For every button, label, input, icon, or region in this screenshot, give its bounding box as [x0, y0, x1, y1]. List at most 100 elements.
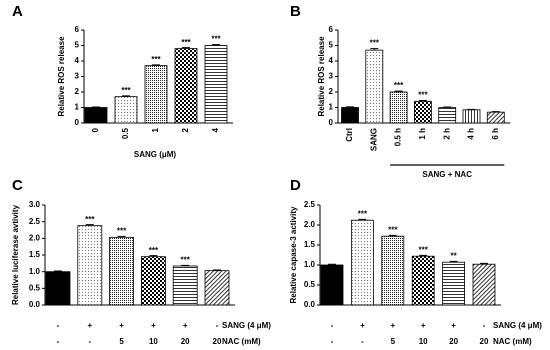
bar [204, 270, 230, 306]
error-bar [394, 90, 403, 92]
x-tick-label: 4 h [467, 128, 476, 140]
bar [411, 255, 435, 306]
panel-letter: C [12, 177, 23, 194]
x-tick-label: 0 [91, 127, 100, 132]
x-row-cell: - [57, 337, 60, 346]
x-row-cell: 20 [480, 337, 489, 346]
x-axis-label: SANG (μM) [134, 150, 177, 159]
x-tick-label: 1 h [418, 128, 427, 140]
significance-label: *** [121, 86, 131, 95]
bar [341, 107, 359, 124]
error-bar [122, 95, 130, 97]
y-axis-label: Relative ROS release [317, 36, 326, 117]
y-tick-label: 5 [75, 41, 80, 50]
x-row-cell: - [483, 321, 486, 330]
error-bar [449, 260, 458, 263]
x-row-cell: 5 [391, 337, 396, 346]
x-row-name: SANG (4 μM) [493, 321, 542, 330]
error-bar [419, 254, 428, 257]
x-row-name: NAC (mM) [222, 337, 261, 346]
x-row-cell: + [421, 321, 426, 330]
significance-label: *** [394, 81, 404, 90]
x-tick-label: 0.5 [121, 127, 130, 139]
bar [140, 256, 166, 306]
y-tick-label: 0.0 [304, 300, 316, 309]
y-tick-label: 2 [75, 87, 80, 96]
y-tick-label: 0.0 [29, 300, 41, 309]
bar [381, 235, 405, 306]
y-tick-label: 3 [329, 72, 334, 81]
y-tick-label: 0.5 [29, 283, 41, 292]
significance-label: *** [149, 246, 159, 255]
x-row-cell: 10 [149, 337, 158, 346]
bar [486, 111, 505, 124]
x-row-cell: - [331, 321, 334, 330]
y-tick-label: 3.0 [29, 200, 41, 209]
x-row-name: SANG (4 μM) [222, 321, 271, 330]
error-bar [85, 224, 94, 226]
group-label: SANG + NAC [422, 170, 472, 179]
error-bar [480, 262, 488, 265]
error-bar [152, 64, 160, 66]
significance-label: *** [358, 210, 368, 219]
panel-letter: A [12, 3, 23, 20]
x-row-cell: + [390, 321, 395, 330]
error-bar [212, 44, 220, 46]
significance-label: *** [388, 226, 398, 235]
significance-label: *** [419, 246, 429, 255]
x-row-cell: + [360, 321, 365, 330]
y-axis-label: Relative capase-3 activity [289, 206, 298, 303]
x-row-cell: - [57, 321, 60, 330]
bar [204, 45, 228, 124]
x-row-name: NAC (mM) [493, 337, 532, 346]
x-row-cell: 20 [181, 337, 190, 346]
y-tick-label: 4 [329, 56, 334, 65]
error-bar [54, 270, 62, 272]
bar [174, 48, 198, 124]
y-tick-label: 0.5 [304, 280, 316, 289]
x-tick-label: Ctrl [345, 128, 354, 142]
error-bar [370, 48, 379, 51]
bar [442, 261, 466, 306]
significance-label: *** [85, 215, 95, 224]
x-row-cell: + [87, 321, 92, 330]
x-tick-label: SANG [369, 128, 378, 151]
y-axis-label: Relative luciferase avtivity [11, 204, 20, 305]
y-tick-label: 0 [329, 118, 334, 127]
bar [45, 271, 71, 306]
x-tick-label: 4 [211, 127, 220, 132]
x-tick-label: 0.5 h [394, 128, 403, 146]
panel-letter: D [290, 177, 301, 194]
y-tick-label: 4 [75, 56, 80, 65]
x-tick-label: 2 h [442, 128, 451, 140]
bar [438, 107, 457, 124]
x-row-cell: - [361, 337, 364, 346]
x-row-cell: + [151, 321, 156, 330]
y-tick-label: 5 [329, 41, 334, 50]
panel-letter: B [290, 3, 301, 20]
bar [114, 96, 138, 124]
error-bar [358, 218, 367, 221]
y-tick-label: 1.5 [304, 240, 316, 249]
bar [84, 107, 108, 124]
y-tick-label: 0 [75, 118, 80, 127]
significance-label: *** [117, 226, 127, 235]
error-bar [213, 269, 221, 271]
y-tick-label: 2.5 [304, 200, 316, 209]
bar [144, 65, 168, 124]
x-row-cell: 20 [449, 337, 458, 346]
bar [413, 100, 432, 124]
x-row-cell: + [183, 321, 188, 330]
y-tick-label: 6 [75, 25, 80, 34]
error-bar [388, 234, 397, 237]
significance-label: *** [151, 55, 161, 64]
significance-label: *** [370, 39, 380, 48]
error-bar [418, 100, 427, 102]
significance-label: *** [181, 38, 191, 47]
x-tick-label: 6 h [491, 128, 500, 140]
x-row-cell: + [451, 321, 456, 330]
bar [389, 91, 408, 124]
x-row-cell: 20 [213, 337, 222, 346]
error-bar [182, 47, 190, 49]
